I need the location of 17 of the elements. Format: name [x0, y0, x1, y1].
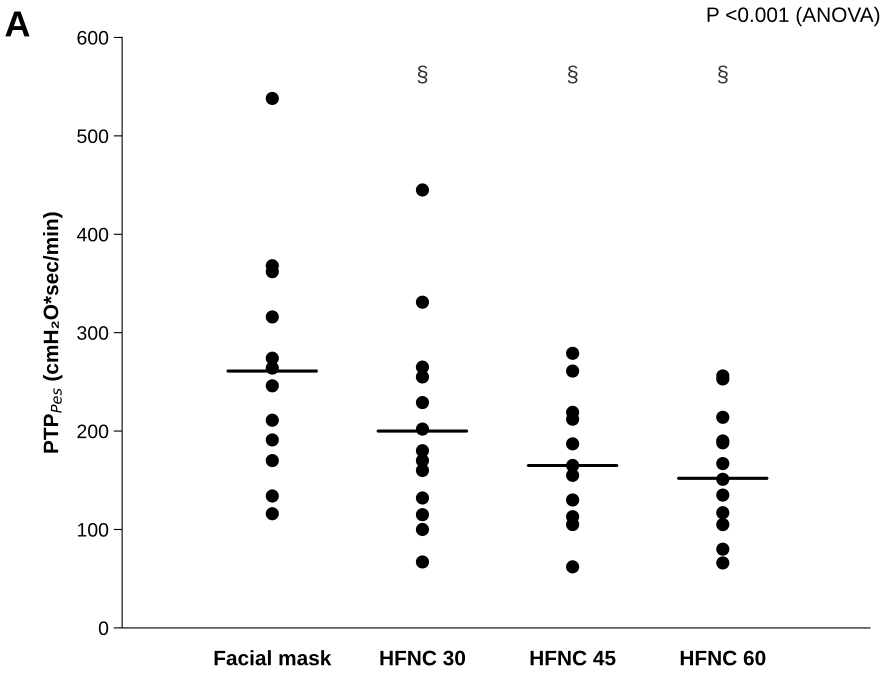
annotation: §	[568, 65, 578, 84]
y-tick-label: 200	[77, 424, 108, 438]
annotation: §	[418, 65, 428, 84]
y-tick-label: 600	[77, 30, 108, 45]
x-tick-label: HFNC 30	[380, 650, 466, 666]
y-tick-label: 300	[77, 326, 108, 340]
x-tick-label: Facial mask	[214, 650, 332, 666]
annotation: §	[718, 65, 728, 84]
y-tick-label: 0	[98, 621, 108, 636]
text: P <0.001 (ANOVA)	[708, 6, 880, 26]
y-tick-label: 500	[77, 129, 108, 144]
text: A	[5, 12, 30, 36]
y-tick-label: 100	[78, 522, 108, 537]
x-tick-label: HFNC 60	[680, 650, 766, 666]
x-tick-label: HFNC 45	[530, 650, 616, 666]
y-tick-label: 400	[76, 228, 108, 242]
y-axis-title: PTP$_{Pes}$ (cmH₂O*sec/min)	[43, 212, 62, 453]
